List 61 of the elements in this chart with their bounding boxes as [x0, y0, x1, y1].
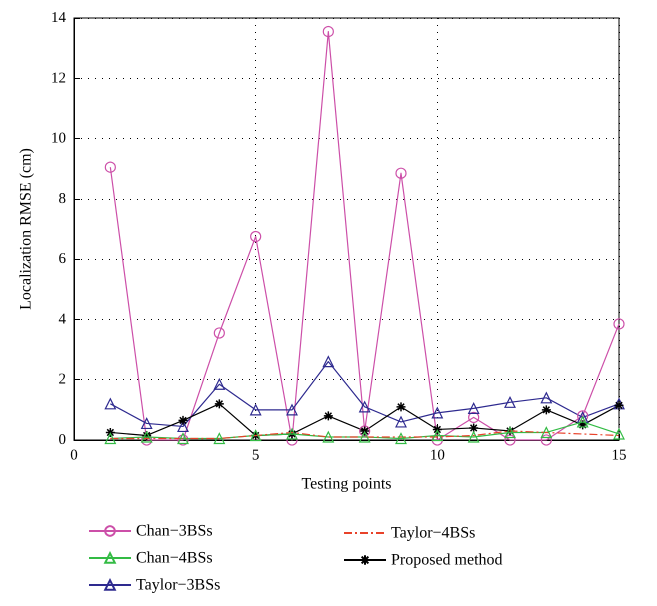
legend-label: Taylor−3BSs [136, 576, 220, 594]
point [359, 401, 370, 412]
point [432, 430, 443, 442]
point [250, 404, 262, 416]
point [322, 356, 334, 368]
x-tick-label: 15 [612, 448, 626, 464]
point [468, 412, 480, 423]
y-tick-label: 0 [58, 432, 66, 448]
legend-label: Chan−3BSs [136, 522, 213, 540]
point [141, 434, 152, 446]
point [395, 168, 407, 179]
y-tick-label: 2 [58, 372, 66, 388]
y-tick-label: 6 [58, 251, 66, 268]
point [359, 431, 370, 443]
point [468, 431, 480, 443]
point [432, 407, 443, 418]
point [105, 427, 116, 438]
point [214, 398, 225, 410]
point [541, 404, 552, 416]
y-tick-label: 12 [51, 70, 66, 86]
point [323, 410, 334, 422]
point [214, 327, 225, 339]
point [396, 402, 406, 412]
point [540, 434, 552, 446]
y-tick-label: 4 [58, 311, 66, 328]
point [540, 392, 552, 404]
point [104, 432, 116, 444]
y-axis-title: Localization RMSE (cm) [18, 148, 34, 310]
x-tick-label: 5 [252, 448, 260, 464]
point [468, 422, 479, 434]
point [250, 230, 262, 242]
y-tick-label: 10 [51, 130, 66, 147]
point [395, 432, 407, 444]
legend-label: Proposed method [391, 552, 503, 568]
point [178, 415, 188, 426]
point [177, 420, 189, 432]
point [613, 318, 625, 330]
point [214, 432, 225, 444]
point [432, 434, 443, 446]
point [468, 402, 480, 414]
point [432, 424, 443, 435]
point [504, 396, 516, 408]
legend-label: Chan−4BSs [136, 550, 213, 566]
point [141, 418, 152, 430]
y-tick-label: 8 [58, 190, 66, 207]
legend-label: Taylor−4BSs [391, 524, 476, 542]
point [322, 26, 334, 38]
point [577, 416, 588, 428]
point [504, 434, 516, 446]
point [577, 420, 588, 430]
point [104, 162, 116, 173]
x-axis-title: Testing points [302, 476, 392, 492]
point [395, 416, 407, 428]
point [104, 398, 116, 410]
point [286, 404, 298, 416]
point [322, 431, 334, 443]
x-tick-label: 10 [430, 448, 445, 464]
x-tick-label: 0 [70, 448, 78, 464]
point [214, 378, 225, 390]
y-tick-label: 14 [51, 10, 66, 26]
point [540, 426, 552, 438]
